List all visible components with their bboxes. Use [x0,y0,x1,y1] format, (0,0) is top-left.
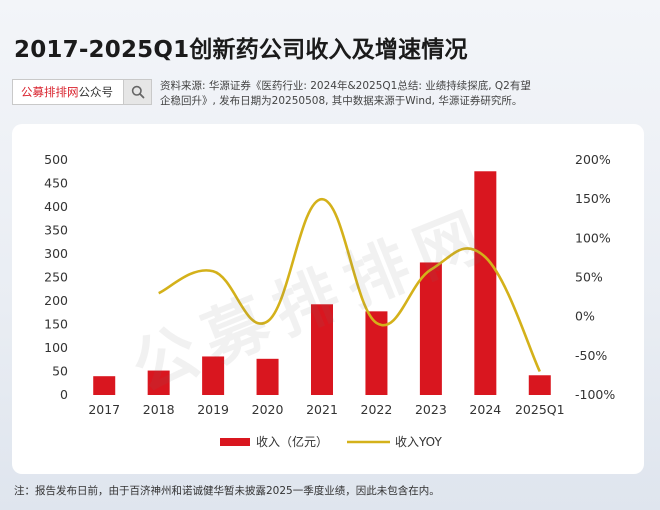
legend-bar-swatch [220,438,250,446]
revenue-bar [311,304,333,395]
left-axis-tick-label: 300 [44,246,68,261]
x-axis-tick-label: 2018 [143,402,175,417]
search-icon[interactable] [123,80,151,104]
left-axis-tick-label: 500 [44,152,68,167]
revenue-bar [528,375,551,395]
revenue-bar [202,356,225,395]
left-axis-tick-label: 50 [52,364,68,379]
right-axis-tick-label: -100% [575,387,615,402]
revenue-bar [474,171,497,395]
combo-chart: 0 50 100 150 200 250 300 350 400 450 500 -100% -50%… [44,152,615,449]
legend-bar-label: 收入（亿元） [256,434,328,449]
revenue-bar [256,358,279,395]
right-axis-tick-label: 0% [575,309,595,324]
right-axis-tick-label: 200% [575,152,611,167]
chart-card: 0 50 100 150 200 250 300 350 400 450 500 -100% -50%… [12,124,644,474]
source-note: 资料来源: 华源证券《医药行业: 2024年&2025Q1总结: 业绩持续探底,… [160,80,531,107]
revenue-bar [419,262,442,395]
search-brand: 公募排排网 [21,85,79,99]
revenue-bar [93,376,116,395]
search-suffix: 公众号 [78,85,114,99]
left-axis-tick-label: 350 [44,223,68,238]
x-axis-tick-label: 2023 [415,402,447,417]
x-axis-tick-label: 2022 [361,402,393,417]
x-axis-tick-label: 2024 [469,402,501,417]
legend-line-label: 收入YOY [395,435,442,449]
revenue-bar [147,370,170,395]
right-axis-tick-label: 50% [575,270,603,285]
right-axis-tick-label: -50% [575,348,607,363]
left-axis-tick-label: 150 [44,317,68,332]
left-axis-tick-label: 400 [44,199,68,214]
footnote: 注：报告发布日前，由于百济神州和诺诚健华暂未披露2025一季度业绩，因此未包含在… [14,485,440,497]
x-axis-tick-label: 2017 [88,402,120,417]
left-axis-tick-label: 250 [44,270,68,285]
page-title: 2017-2025Q1创新药公司收入及增速情况 [14,37,468,63]
revenue-bar [365,311,388,395]
x-axis-tick-label: 2021 [306,402,338,417]
right-axis-tick-label: 100% [575,230,611,245]
yoy-line [158,197,541,373]
search-box[interactable]: 公募排排网 公众号 [12,79,152,105]
left-axis-tick-label: 100 [44,340,68,355]
left-axis-tick-label: 0 [60,387,68,402]
x-axis-tick-label: 2025Q1 [515,402,565,417]
left-axis-tick-label: 450 [44,176,68,191]
left-axis-tick-label: 200 [44,293,68,308]
right-axis-tick-label: 150% [575,191,611,206]
x-axis-tick-label: 2020 [252,402,284,417]
x-axis-tick-label: 2019 [197,402,229,417]
